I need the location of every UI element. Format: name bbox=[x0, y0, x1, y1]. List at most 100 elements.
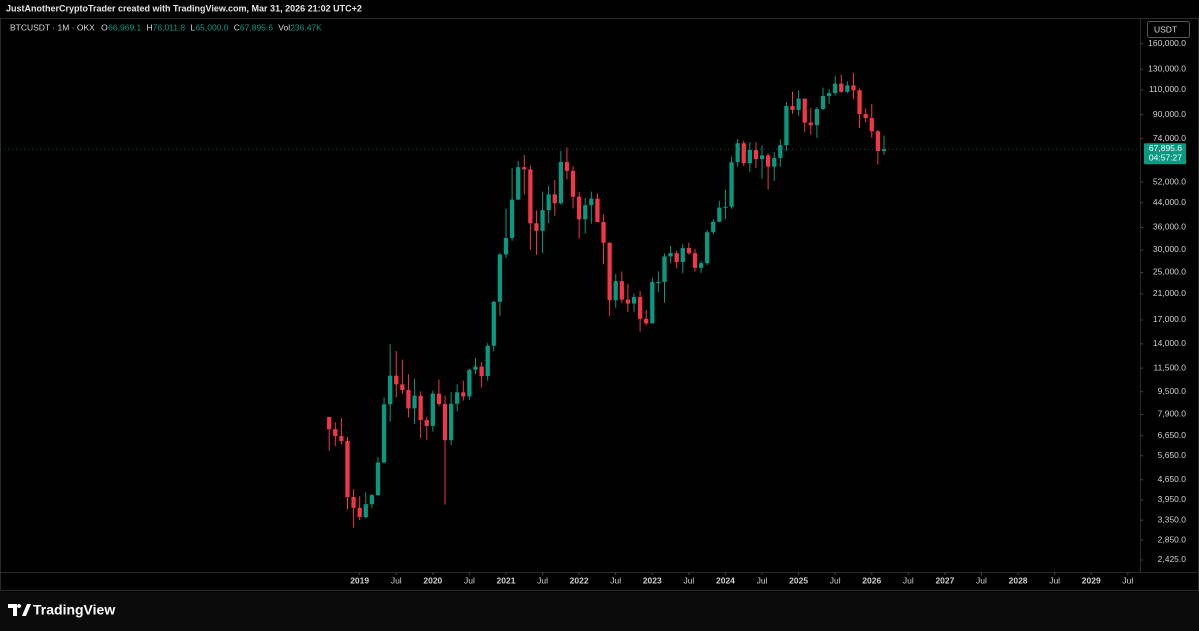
candle-body bbox=[442, 403, 448, 441]
candle-body bbox=[388, 375, 393, 405]
y-tick-label: 17,000.0 bbox=[1153, 314, 1186, 324]
candle-body bbox=[503, 237, 509, 255]
candle-body bbox=[552, 194, 557, 204]
candle-body bbox=[723, 206, 728, 208]
candle-body bbox=[839, 83, 844, 92]
candle-body bbox=[790, 106, 795, 110]
x-tick-label: 2019 bbox=[350, 575, 369, 585]
candle-body bbox=[400, 384, 405, 391]
candle-body bbox=[363, 504, 368, 518]
last-price-label: 67,895.6 bbox=[1149, 143, 1182, 153]
x-tick-label: 2021 bbox=[497, 575, 516, 585]
candle-body bbox=[765, 155, 771, 167]
candle-body bbox=[747, 150, 752, 164]
y-tick-label: 25,000.0 bbox=[1153, 267, 1186, 277]
y-tick-label: 5,650.0 bbox=[1158, 450, 1187, 460]
candle-body bbox=[717, 207, 722, 222]
candle-body bbox=[436, 393, 442, 404]
y-tick-label: 74,000.0 bbox=[1153, 133, 1186, 143]
candle-body bbox=[375, 462, 381, 496]
candle-body bbox=[753, 150, 759, 160]
candle-body bbox=[808, 122, 813, 126]
legend-key: L bbox=[190, 22, 195, 32]
candle-body bbox=[796, 98, 801, 110]
y-tick-label: 2,425.0 bbox=[1158, 554, 1187, 564]
candle-body bbox=[473, 366, 478, 370]
y-tick-label: 30,000.0 bbox=[1153, 244, 1186, 254]
candle-body bbox=[509, 199, 515, 238]
y-tick-label: 11,500.0 bbox=[1154, 362, 1187, 372]
candle-body bbox=[692, 253, 698, 268]
candle-body bbox=[577, 196, 582, 220]
last-price-box bbox=[1144, 143, 1186, 165]
y-tick-label: 4,650.0 bbox=[1158, 474, 1187, 484]
candle-body bbox=[637, 296, 643, 319]
y-tick-label: 9,500.0 bbox=[1158, 386, 1187, 396]
legend-key: O bbox=[101, 22, 108, 32]
candle-body bbox=[735, 143, 740, 163]
candle-body bbox=[448, 403, 454, 441]
x-tick-label: Jul bbox=[830, 575, 841, 585]
y-tick-label: 160,000.0 bbox=[1148, 38, 1186, 48]
candle-body bbox=[430, 393, 435, 426]
candle-body bbox=[607, 242, 612, 301]
legend-key: C bbox=[234, 22, 240, 32]
brand-name: TradingView bbox=[33, 602, 115, 618]
candle-body bbox=[698, 263, 704, 268]
candle-body bbox=[833, 83, 838, 94]
candle-body bbox=[516, 167, 521, 200]
candle-body bbox=[461, 392, 466, 397]
x-tick-label: 2028 bbox=[1009, 575, 1028, 585]
candle-body bbox=[820, 96, 826, 109]
candle-body bbox=[467, 369, 472, 397]
candle-body bbox=[711, 221, 716, 233]
candle-body bbox=[595, 198, 600, 223]
candle-body bbox=[406, 390, 411, 409]
y-tick-label: 110,000.0 bbox=[1149, 84, 1186, 94]
candle-body bbox=[381, 404, 387, 463]
candle-body bbox=[680, 248, 685, 262]
candle-body bbox=[662, 256, 667, 282]
y-tick-label: 52,000.0 bbox=[1153, 176, 1186, 186]
ohlc-legend: BTCUSDT · 1M · OKX O 66,969.1 H 76,011.8 L 65… bbox=[10, 22, 322, 32]
candle-body bbox=[613, 281, 618, 301]
candle-body bbox=[741, 143, 746, 164]
candle-body bbox=[534, 223, 539, 231]
legend-value: 66,969.1 bbox=[108, 22, 141, 32]
y-tick-label: 130,000.0 bbox=[1148, 63, 1186, 73]
candle-body bbox=[851, 85, 856, 91]
candle-body bbox=[369, 495, 375, 505]
y-tick-label: 7,900.0 bbox=[1158, 409, 1187, 419]
legend-key: H bbox=[147, 22, 153, 32]
x-tick-label: Jul bbox=[757, 575, 768, 585]
candle-body bbox=[625, 299, 631, 304]
candle-body bbox=[357, 507, 362, 518]
candle-body bbox=[881, 149, 887, 151]
candle-body bbox=[522, 167, 527, 170]
x-tick-label: 2026 bbox=[862, 575, 881, 585]
candle-body bbox=[845, 85, 850, 92]
candle-body bbox=[333, 429, 338, 437]
candle-body bbox=[644, 318, 649, 324]
y-tick-label: 6,650.0 bbox=[1158, 430, 1187, 440]
candle-body bbox=[772, 157, 777, 167]
candle-body bbox=[570, 170, 576, 197]
chart-frame bbox=[0, 18, 1199, 591]
candle-body bbox=[327, 417, 332, 430]
x-tick-label: Jul bbox=[464, 575, 475, 585]
candle-body bbox=[491, 301, 496, 346]
candle-body bbox=[479, 366, 484, 377]
x-tick-label: 2027 bbox=[935, 575, 954, 585]
currency-button[interactable] bbox=[1147, 21, 1190, 38]
y-tick-label: 44,000.0 bbox=[1153, 197, 1186, 207]
candle-body bbox=[729, 162, 734, 207]
candle-body bbox=[650, 282, 655, 324]
legend-value: 236.47K bbox=[290, 22, 322, 32]
x-tick-label: Jul bbox=[683, 575, 694, 585]
footer bbox=[0, 592, 1199, 631]
candle-body bbox=[485, 345, 490, 377]
x-tick-label: 2020 bbox=[423, 575, 442, 585]
candle-body bbox=[589, 198, 594, 206]
